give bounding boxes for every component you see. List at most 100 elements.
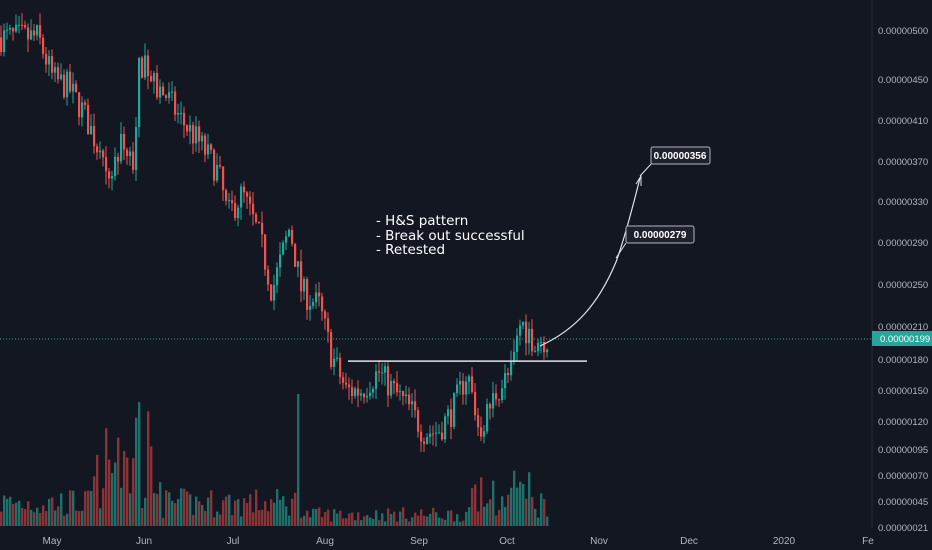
candle-body [531,328,534,352]
candle-body [294,243,297,267]
candle-body [279,254,282,268]
candle-body [111,176,114,179]
price-tick-label: 0.00000370 [878,157,928,168]
candle-body [327,318,330,333]
candle-body [276,267,279,286]
time-axis: May Jun Jul Aug Sep Oct Nov Dec 2020 Fe [43,536,875,547]
candle-body [375,371,378,389]
candle-body [444,416,447,440]
price-tick-label: 0.00000500 [878,26,928,37]
volume-bar [111,473,114,526]
volume-bar [318,507,321,526]
candle-body [471,376,474,392]
candle-body [498,399,501,401]
candle-body [363,393,366,398]
candle-body [117,156,120,162]
volume-bar [348,513,351,526]
price-tick-label: 0.00000290 [878,238,928,249]
volume-bar [414,512,417,526]
candle-body [60,74,63,80]
candle-body [234,203,237,219]
volume-bar [177,499,180,526]
volume-bar [285,506,288,526]
volume-bar [132,458,135,526]
volume-bar [51,497,54,526]
candle-body [408,394,411,405]
volume-bar [417,515,420,526]
volume-bar [123,451,126,526]
volume-bar [39,513,42,526]
candle-body [474,391,477,416]
volume-bar [63,515,66,526]
volume-bar [501,496,504,526]
volume-bar [138,402,141,526]
volume-bar [507,494,510,526]
volume-bar [372,519,375,526]
candle-body [159,86,162,98]
time-tick-label: Sep [410,536,428,547]
candle-body [45,53,48,65]
volume-bar [525,498,528,526]
time-tick-label: Jun [136,536,152,547]
candle-body [378,371,381,373]
candle-body [258,222,261,224]
volume-bar [534,508,537,526]
candle-body [240,186,243,208]
volume-bar [354,520,357,526]
candle-body [198,126,201,142]
candle-body [357,388,360,396]
candle-body [495,393,498,400]
candle-body [84,102,87,105]
volume-bar [246,502,249,526]
volume-bar [231,514,234,526]
volume-bar [546,516,549,526]
candle-body [285,236,288,243]
time-tick-label: Aug [316,536,334,547]
candle-body [351,387,354,396]
annotation-line: - Retested [376,242,446,258]
volume-bar [87,490,90,526]
candle-body [78,92,81,118]
volume-bar [114,462,117,526]
candle-body [87,104,90,135]
candlesticks [0,13,549,452]
volume-bar [396,521,399,526]
candle-body [57,67,60,80]
candle-body [441,432,444,440]
candle-body [141,57,144,78]
candle-body [249,196,252,204]
candle-body [489,404,492,409]
candle-body [138,57,141,128]
volume-bar [204,511,207,526]
volume-bar [360,520,363,526]
volume-bar [228,494,231,526]
volume-bar [57,506,60,526]
volume-bar [174,503,177,526]
candle-body [201,135,204,142]
volume-bar [330,521,333,526]
candle-body [51,56,54,73]
volume-bar [456,514,459,526]
candle-body [120,133,123,162]
candle-body [96,146,99,153]
candle-body [186,125,189,132]
volume-bar [96,454,99,526]
volume-bar [375,510,378,526]
volume-bar [60,493,63,526]
volume-bar [42,505,45,526]
volume-bar [237,499,240,526]
current-price-text: 0.00000199 [880,334,930,345]
volume-bar [171,500,174,526]
volume-bar [294,492,297,526]
candle-body [282,242,285,255]
volume-bar [252,512,255,526]
volume-bar [369,517,372,526]
candle-body [465,381,468,395]
candle-body [135,127,138,170]
volume-bar [93,476,96,526]
candle-body [237,207,240,219]
volume-bar [69,490,72,526]
candle-body [426,436,429,444]
candle-body [114,156,117,177]
volume-bar [117,437,120,526]
